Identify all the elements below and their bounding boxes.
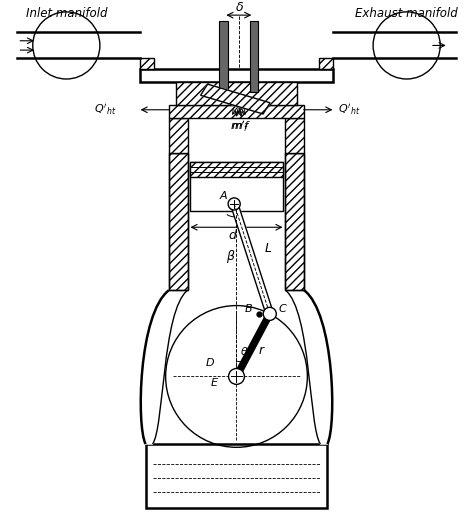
Bar: [146, 444, 328, 508]
Text: θ1: θ1: [241, 347, 255, 357]
Text: β: β: [226, 250, 234, 263]
Bar: [319, 58, 334, 69]
Bar: [139, 58, 155, 69]
Text: δ: δ: [236, 2, 244, 14]
Text: A: A: [219, 191, 227, 201]
Text: r: r: [259, 344, 264, 357]
Bar: [285, 153, 304, 290]
Text: C: C: [278, 303, 286, 313]
Bar: [190, 162, 283, 177]
Text: E: E: [211, 378, 218, 388]
Circle shape: [263, 307, 276, 321]
Text: m′f: m′f: [232, 121, 249, 131]
Bar: [176, 82, 297, 105]
Polygon shape: [136, 290, 188, 444]
Text: B: B: [245, 304, 253, 314]
Text: D: D: [206, 358, 215, 368]
Text: $Q'_{ht}$: $Q'_{ht}$: [338, 102, 360, 117]
Bar: [169, 153, 188, 290]
Bar: [285, 153, 304, 290]
Polygon shape: [285, 290, 337, 444]
Bar: [169, 153, 188, 290]
Circle shape: [228, 369, 245, 384]
Polygon shape: [231, 203, 273, 315]
Circle shape: [228, 198, 240, 210]
Text: $Q'_{ht}$: $Q'_{ht}$: [94, 102, 117, 117]
Polygon shape: [201, 84, 270, 114]
Text: Exhaust manifold: Exhaust manifold: [356, 7, 458, 20]
Bar: [250, 21, 258, 92]
Bar: [139, 69, 334, 82]
Bar: [219, 21, 228, 92]
Polygon shape: [234, 312, 273, 378]
Bar: [190, 162, 283, 211]
Text: $m'_f$: $m'_f$: [230, 119, 250, 134]
Text: d: d: [229, 229, 237, 242]
Text: L: L: [265, 242, 272, 255]
Bar: [169, 104, 304, 118]
Bar: [285, 118, 304, 153]
Bar: [169, 118, 188, 153]
Text: Inlet manifold: Inlet manifold: [26, 7, 107, 20]
